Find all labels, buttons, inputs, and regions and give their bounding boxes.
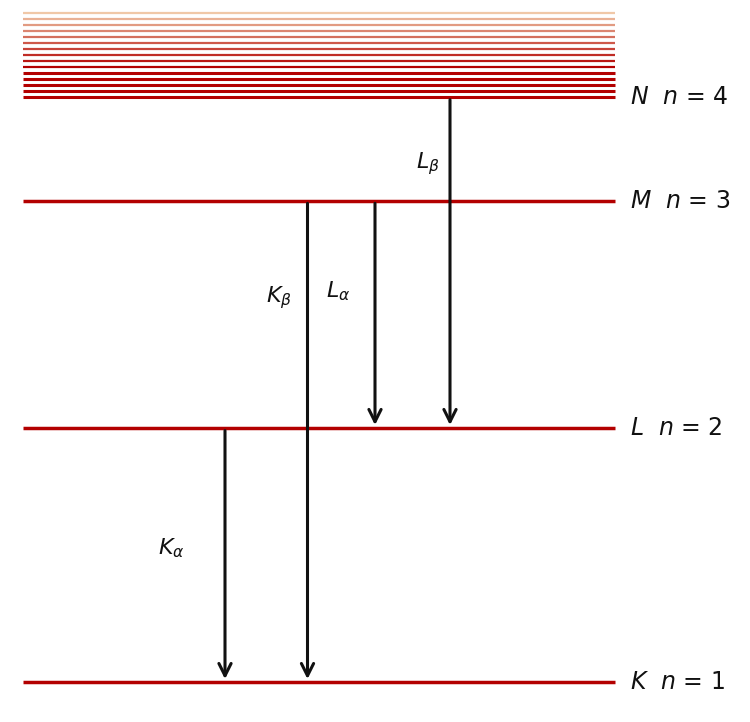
Text: $K_{\beta}$: $K_{\beta}$ <box>266 284 292 311</box>
Text: $L_{\alpha}$: $L_{\alpha}$ <box>326 279 351 303</box>
Text: $\mathit{N}$  $n$ = 4: $\mathit{N}$ $n$ = 4 <box>630 85 728 109</box>
Text: $\mathit{K}$  $n$ = 1: $\mathit{K}$ $n$ = 1 <box>630 670 725 694</box>
Text: $\mathit{L}$  $n$ = 2: $\mathit{L}$ $n$ = 2 <box>630 416 722 440</box>
Text: $K_{\alpha}$: $K_{\alpha}$ <box>158 536 184 560</box>
Text: $L_{\beta}$: $L_{\beta}$ <box>416 150 440 177</box>
Text: $\mathit{M}$  $n$ = 3: $\mathit{M}$ $n$ = 3 <box>630 188 730 212</box>
